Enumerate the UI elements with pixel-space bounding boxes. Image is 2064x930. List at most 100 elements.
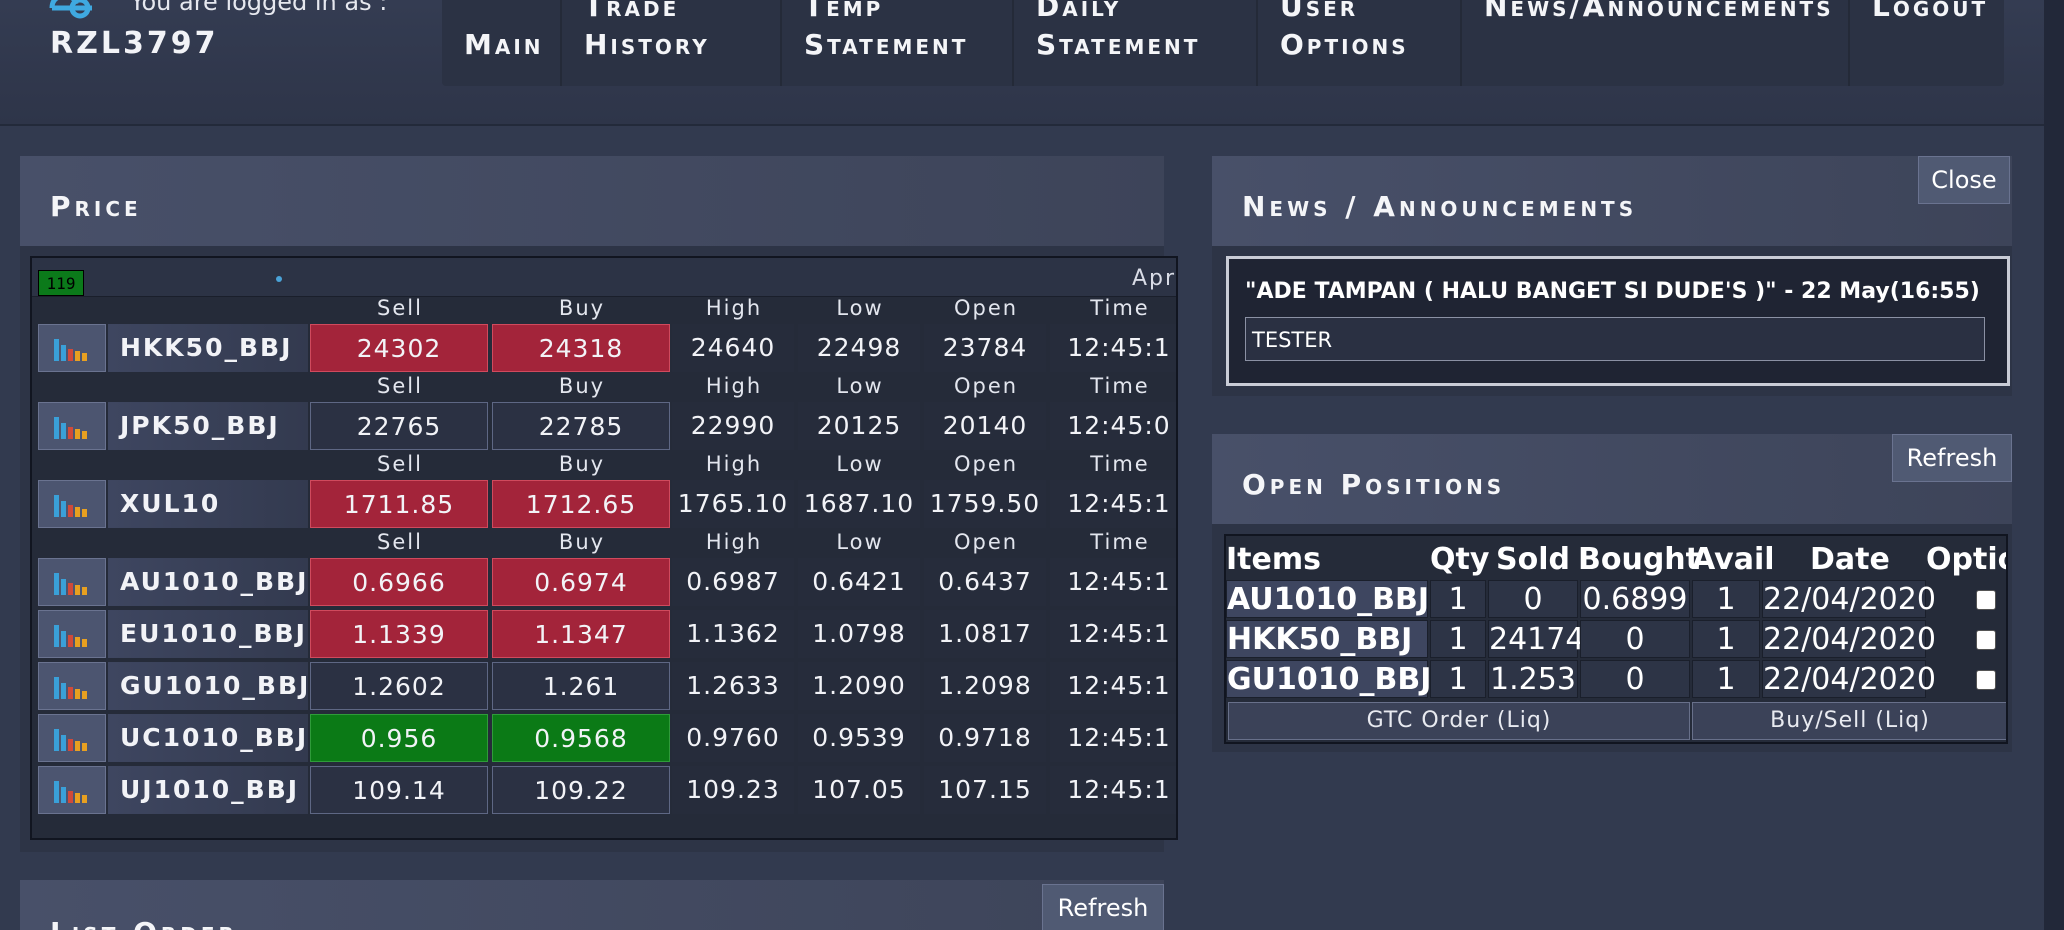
col-header-low: Low <box>836 452 884 476</box>
bar-chart-icon[interactable] <box>38 558 106 606</box>
position-item-cell: GU1010_BBJ <box>1226 660 1432 698</box>
price-high-cell: 0.9760 <box>672 714 794 762</box>
nav-daily-statement[interactable]: Daily Statement <box>1014 0 1258 86</box>
col-header-sell: Sell <box>377 296 423 320</box>
price-table: 119 Apr Sell Buy High Low Open Time HKK50_BBJ 2… <box>30 256 1178 840</box>
bar-chart-icon[interactable] <box>38 662 106 710</box>
price-open-cell: 0.6437 <box>924 558 1046 606</box>
gtc-order-button[interactable]: GTC Order (Liq) <box>1228 702 1690 740</box>
nav-label: Daily Statement <box>1036 0 1201 61</box>
price-symbol: AU1010_BBJ <box>108 558 308 606</box>
price-symbol: EU1010_BBJ <box>108 610 308 658</box>
list-order-refresh-button[interactable]: Refresh <box>1042 884 1164 930</box>
col-header-high: High <box>705 530 763 554</box>
price-sell-cell[interactable]: 1.1339 <box>310 610 488 658</box>
price-time-cell: 12:45:1 <box>1050 324 1176 372</box>
col-header-high: High <box>705 374 763 398</box>
price-high-cell: 1.1362 <box>672 610 794 658</box>
nav-news-announcements[interactable]: News/Announcements <box>1462 0 1850 86</box>
price-sell-cell[interactable]: 1.2602 <box>310 662 488 710</box>
price-time-cell: 12:45:1 <box>1050 480 1176 528</box>
price-time-cell: 12:45:1 <box>1050 610 1176 658</box>
price-title: Price <box>50 190 142 223</box>
position-qty-cell: 1 <box>1430 620 1486 658</box>
price-sell-cell[interactable]: 22765 <box>310 402 488 450</box>
position-bought-cell: 0 <box>1580 620 1690 658</box>
news-close-button[interactable]: Close <box>1918 156 2010 204</box>
positions-table: Items Qty Sold Bought Avail Date Optio A… <box>1224 534 2008 744</box>
price-symbol: UJ1010_BBJ <box>108 766 308 814</box>
bar-chart-icon[interactable] <box>38 324 106 372</box>
price-low-cell: 1.0798 <box>798 610 920 658</box>
position-select-checkbox[interactable] <box>1976 630 1996 650</box>
right-edge-strip <box>2044 0 2064 930</box>
price-high-cell: 1765.10 <box>672 480 794 528</box>
positions-panel-header: Open Positions <box>1212 434 2012 524</box>
price-open-cell: 1.0817 <box>924 610 1046 658</box>
price-open-cell: 107.15 <box>924 766 1046 814</box>
price-time-cell: 12:45:1 <box>1050 558 1176 606</box>
price-buy-cell[interactable]: 24318 <box>492 324 670 372</box>
news-panel: News / Announcements Close "ADE TAMPAN (… <box>1212 156 2012 396</box>
col-header-open: Open <box>953 296 1019 320</box>
price-buy-cell[interactable]: 1.1347 <box>492 610 670 658</box>
price-buy-cell[interactable]: 1712.65 <box>492 480 670 528</box>
nav-label: User Options <box>1280 0 1409 61</box>
col-header-qty: Qty <box>1430 542 1490 577</box>
col-header-time: Time <box>1090 530 1150 554</box>
nav-main[interactable]: Main <box>442 0 562 86</box>
col-header-time: Time <box>1090 452 1150 476</box>
nav-label: Logout <box>1872 0 1989 23</box>
price-buy-cell[interactable]: 0.6974 <box>492 558 670 606</box>
username: RZL3797 <box>50 26 219 61</box>
position-select-checkbox[interactable] <box>1976 590 1996 610</box>
nav-logout[interactable]: Logout <box>1850 0 2004 86</box>
price-ticker: 119 Apr <box>32 258 1176 297</box>
price-sell-cell[interactable]: 0.956 <box>310 714 488 762</box>
position-avail-cell: 1 <box>1692 580 1760 618</box>
news-body: TESTER <box>1245 317 1985 361</box>
price-low-cell: 0.6421 <box>798 558 920 606</box>
bar-chart-icon[interactable] <box>38 480 106 528</box>
price-open-cell: 20140 <box>924 402 1046 450</box>
col-header-high: High <box>705 452 763 476</box>
bar-chart-icon[interactable] <box>38 766 106 814</box>
price-open-cell: 23784 <box>924 324 1046 372</box>
col-header-buy: Buy <box>558 452 606 476</box>
price-low-cell: 0.9539 <box>798 714 920 762</box>
price-symbol: XUL10 <box>108 480 308 528</box>
position-date-cell: 22/04/2020 <box>1762 580 1936 618</box>
nav-user-options[interactable]: User Options <box>1258 0 1462 86</box>
news-item: "ADE TAMPAN ( HALU BANGET SI DUDE'S )" -… <box>1226 256 2010 386</box>
price-sell-cell[interactable]: 0.6966 <box>310 558 488 606</box>
price-buy-cell[interactable]: 22785 <box>492 402 670 450</box>
position-bought-cell: 0 <box>1580 660 1690 698</box>
price-open-cell: 1.2098 <box>924 662 1046 710</box>
buy-sell-button[interactable]: Buy/Sell (Liq) <box>1692 702 2006 740</box>
price-buy-cell[interactable]: 0.9568 <box>492 714 670 762</box>
price-high-cell: 0.6987 <box>672 558 794 606</box>
price-sell-cell[interactable]: 24302 <box>310 324 488 372</box>
nav-temp-statement[interactable]: Temp Statement <box>782 0 1014 86</box>
col-header-low: Low <box>836 296 884 320</box>
news-panel-header: News / Announcements <box>1212 156 2012 246</box>
price-sell-cell[interactable]: 1711.85 <box>310 480 488 528</box>
position-sold-cell: 24174 <box>1488 620 1585 658</box>
nav-trade-history[interactable]: Trade History <box>562 0 782 86</box>
price-buy-cell[interactable]: 1.261 <box>492 662 670 710</box>
news-headline: "ADE TAMPAN ( HALU BANGET SI DUDE'S )" -… <box>1245 279 1980 304</box>
price-sell-cell[interactable]: 109.14 <box>310 766 488 814</box>
col-header-date: Date <box>1810 542 1890 577</box>
col-header-options: Optio <box>1926 542 2006 577</box>
position-item-cell: HKK50_BBJ <box>1226 620 1428 658</box>
bar-chart-icon[interactable] <box>38 402 106 450</box>
price-panel-header: Price <box>20 156 1164 246</box>
price-low-cell: 1687.10 <box>798 480 920 528</box>
positions-refresh-button[interactable]: Refresh <box>1892 434 2012 482</box>
position-bought-cell: 0.6899 <box>1580 580 1690 618</box>
bar-chart-icon[interactable] <box>38 610 106 658</box>
price-buy-cell[interactable]: 109.22 <box>492 766 670 814</box>
position-select-checkbox[interactable] <box>1976 670 1996 690</box>
bar-chart-icon[interactable] <box>38 714 106 762</box>
col-header-low: Low <box>836 374 884 398</box>
